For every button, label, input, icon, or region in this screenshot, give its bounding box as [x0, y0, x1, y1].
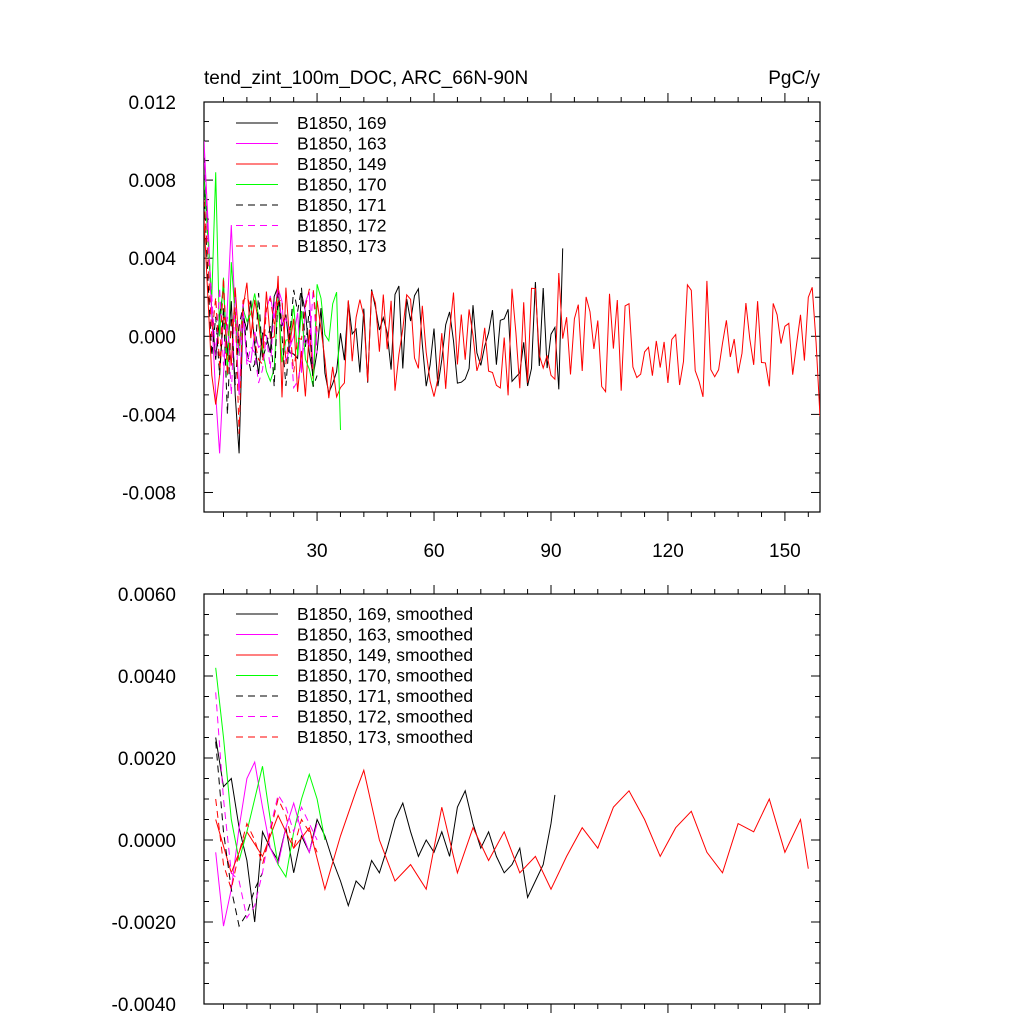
series-line: [215, 768, 809, 892]
series-line: [215, 737, 556, 923]
y-tick-label: -0.0020: [112, 913, 176, 934]
legend-label: B1850, 169, smoothed: [297, 604, 473, 624]
legend-label: B1850, 163, smoothed: [297, 625, 473, 645]
series-line: [215, 741, 263, 928]
chart-units: PgC/y: [768, 68, 820, 89]
legend-label: B1850, 173: [297, 236, 387, 256]
y-tick-label: 0.012: [128, 93, 176, 114]
legend-label: B1850, 171: [297, 195, 387, 215]
series-line: [204, 189, 318, 415]
legend-label: B1850, 169: [297, 113, 387, 133]
chart-panel-raw: tend_zint_100m_DOC, ARC_66N-90N PgC/y -0…: [122, 68, 821, 562]
y-tick-label: 0.000: [128, 327, 176, 348]
legend-label: B1850, 149, smoothed: [297, 645, 473, 665]
plot-frame: [203, 101, 821, 513]
series-line: [204, 150, 318, 395]
x-tick-label: 90: [540, 541, 561, 562]
series-line: [204, 219, 820, 417]
series-line: [215, 667, 326, 879]
y-tick-label: 0.0020: [118, 749, 176, 770]
series-line: [204, 140, 318, 454]
y-tick-label: -0.004: [122, 405, 176, 426]
legend-label: B1850, 171, smoothed: [297, 686, 473, 706]
legend-label: B1850, 149: [297, 154, 387, 174]
legend-label: B1850, 163: [297, 134, 387, 154]
y-tick-label: 0.0000: [118, 831, 176, 852]
legend-label: B1850, 170, smoothed: [297, 666, 473, 686]
x-tick-label: 30: [306, 541, 327, 562]
y-tick-label: 0.0040: [118, 667, 176, 688]
plot-area: -0.0040 -0.0020 0.0000 0.0020 0.0040 0.0060 B1…: [112, 585, 821, 1016]
series-line: [215, 797, 318, 892]
y-tick-label: 0.004: [128, 249, 176, 270]
x-tick-label: 120: [652, 541, 684, 562]
y-tick-label: 0.008: [128, 171, 176, 192]
series-line: [204, 199, 318, 434]
series-line: [215, 760, 318, 927]
x-tick-label: 150: [769, 541, 801, 562]
plot-area: -0.008 -0.004 0.000 0.004 0.008 0.012 30 60 90 12…: [122, 93, 821, 562]
legend-label: B1850, 172: [297, 216, 387, 236]
legend-label: B1850, 170: [297, 175, 387, 195]
y-tick-label: -0.0040: [112, 995, 176, 1016]
chart-title: tend_zint_100m_DOC, ARC_66N-90N: [204, 68, 528, 89]
y-tick-label: -0.008: [122, 483, 176, 504]
y-tick-label: 0.0060: [118, 585, 176, 606]
x-tick-label: 60: [423, 541, 444, 562]
legend-label: B1850, 172, smoothed: [297, 707, 473, 727]
legend-label: B1850, 173, smoothed: [297, 727, 473, 747]
chart-panel-smoothed: -0.0040 -0.0020 0.0000 0.0020 0.0040 0.0060 B1…: [112, 585, 821, 1016]
